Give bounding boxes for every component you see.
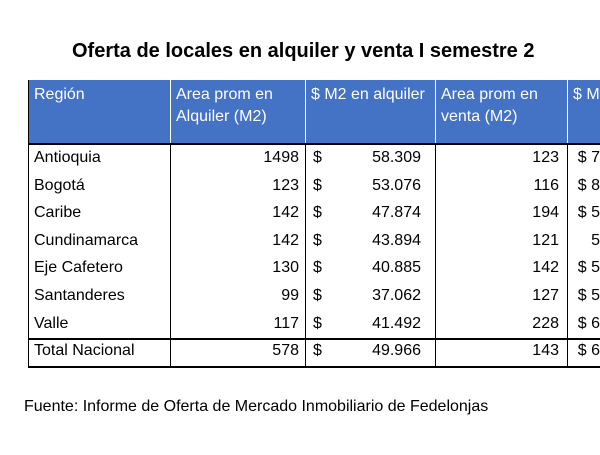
currency: $ — [313, 259, 322, 277]
area-rent: 578 — [272, 342, 299, 360]
header-separator — [435, 80, 436, 143]
area-rent: 1498 — [263, 149, 299, 166]
area-sale: 194 — [532, 204, 559, 222]
area-sale: 142 — [532, 259, 559, 277]
area-sale: 127 — [532, 287, 559, 304]
region: Cundinamarca — [34, 231, 139, 249]
price-sale: $ 8 — [577, 176, 600, 194]
region: Santanderes — [34, 287, 125, 304]
region: Bogotá — [34, 176, 85, 194]
region: Total Nacional — [34, 342, 135, 360]
border — [28, 365, 600, 368]
area-rent: 117 — [273, 314, 299, 332]
currency: $ — [313, 287, 322, 304]
currency: $ — [313, 204, 322, 222]
price-rent: 58.309 — [372, 149, 421, 166]
header-cell: Región — [28, 80, 170, 143]
area-sale: 116 — [533, 176, 559, 194]
price-rent: 47.874 — [372, 204, 421, 222]
price-rent: 41.492 — [372, 314, 421, 332]
source: Fuente: Informe de Oferta de Mercado Inm… — [24, 398, 489, 415]
price-sale: $ 6 — [577, 342, 600, 360]
price-rent: 53.076 — [372, 176, 421, 194]
price-rent: 49.966 — [372, 342, 421, 360]
header-cell: Area prom en venta (M2) — [435, 80, 567, 143]
currency: $ — [313, 342, 322, 360]
title: Oferta de locales en alquiler y venta I … — [72, 40, 535, 62]
currency: $ — [313, 176, 322, 194]
header-separator — [170, 80, 171, 143]
border — [170, 143, 171, 366]
border — [305, 143, 306, 366]
price-rent: 40.885 — [372, 259, 421, 277]
area-sale: 228 — [532, 314, 559, 332]
currency: $ — [313, 231, 322, 249]
price-sale: $ 6 — [577, 314, 600, 332]
price-sale: $ 5 — [577, 204, 600, 222]
area-rent: 142 — [272, 204, 299, 222]
price-rent: 37.062 — [372, 287, 421, 304]
header-cell: $ M ven — [567, 80, 600, 143]
border — [435, 143, 436, 366]
region: Caribe — [34, 204, 82, 222]
area-sale: 123 — [532, 149, 559, 166]
border — [28, 143, 600, 145]
area-sale: 121 — [532, 231, 559, 249]
region: Valle — [34, 314, 69, 332]
price-sale: $ 5 — [577, 259, 600, 277]
currency: $ — [313, 314, 322, 332]
price-rent: 43.894 — [372, 231, 421, 249]
area-rent: 99 — [281, 287, 299, 304]
header-separator — [567, 80, 568, 143]
border — [28, 338, 600, 341]
currency: $ — [313, 149, 322, 166]
region: Antioquia — [34, 149, 101, 166]
border — [28, 80, 29, 366]
price-sale: $ 7 — [577, 149, 600, 166]
area-rent: 130 — [272, 259, 299, 277]
border — [567, 143, 568, 366]
header-separator — [305, 80, 306, 143]
price-sale: 5 — [591, 231, 600, 249]
price-sale: $ 5 — [577, 287, 600, 304]
area-rent: 123 — [272, 176, 299, 194]
area-rent: 142 — [272, 231, 299, 249]
header-cell: Area prom en Alquiler (M2) — [170, 80, 305, 143]
region: Eje Cafetero — [34, 259, 123, 277]
header-cell: $ M2 en alquiler — [305, 80, 435, 143]
area-sale: 143 — [532, 342, 559, 360]
